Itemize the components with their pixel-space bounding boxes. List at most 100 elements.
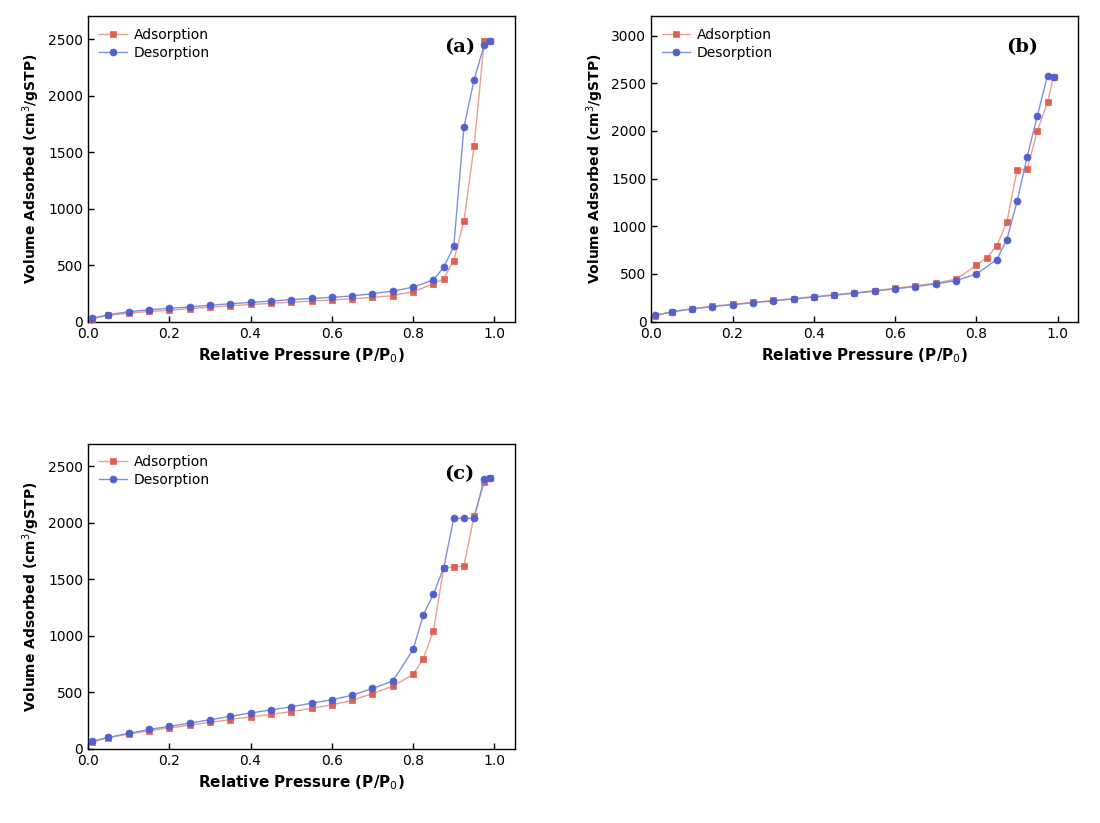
Adsorption <box>285 707 298 717</box>
Adsorption <box>1041 97 1054 107</box>
Y-axis label: Volume Adsorbed (cm$^3$/gSTP): Volume Adsorbed (cm$^3$/gSTP) <box>584 53 606 284</box>
Desorption <box>407 644 420 654</box>
Adsorption <box>990 241 1003 251</box>
Adsorption <box>386 291 399 300</box>
Adsorption <box>448 562 461 572</box>
Adsorption <box>407 286 420 296</box>
Desorption <box>305 294 318 304</box>
Desorption <box>484 36 497 46</box>
Desorption <box>666 307 679 317</box>
Adsorption <box>746 297 759 307</box>
Adsorption <box>366 292 379 302</box>
Desorption <box>868 286 881 296</box>
Desorption <box>86 314 99 323</box>
Desorption <box>142 724 155 734</box>
Desorption <box>163 304 176 314</box>
Desorption <box>101 309 114 319</box>
Adsorption <box>244 300 257 309</box>
Adsorption <box>122 309 135 319</box>
Adsorption <box>1021 164 1034 174</box>
Adsorption <box>1047 72 1060 81</box>
Desorption <box>204 715 217 725</box>
Desorption <box>437 263 450 272</box>
Desorption <box>970 269 983 279</box>
Desorption <box>223 711 236 721</box>
X-axis label: Relative Pressure (P/P$_0$): Relative Pressure (P/P$_0$) <box>198 346 405 365</box>
Adsorption <box>827 290 840 300</box>
Desorption <box>366 289 379 299</box>
Adsorption <box>264 299 277 309</box>
Desorption <box>448 514 461 523</box>
Desorption <box>264 296 277 306</box>
Legend: Adsorption, Desorption: Adsorption, Desorption <box>95 451 214 491</box>
Adsorption <box>142 726 155 736</box>
Desorption <box>786 294 800 304</box>
Desorption <box>437 563 450 573</box>
Adsorption <box>1011 165 1024 175</box>
Adsorption <box>223 714 236 724</box>
Desorption <box>827 291 840 300</box>
Desorption <box>807 292 821 302</box>
Adsorption <box>909 281 922 291</box>
Adsorption <box>980 253 993 263</box>
Desorption <box>326 292 339 302</box>
Adsorption <box>366 689 379 699</box>
Line: Adsorption: Adsorption <box>89 474 494 746</box>
Desorption <box>767 296 780 306</box>
Adsorption <box>484 36 497 46</box>
Adsorption <box>122 729 135 739</box>
Adsorption <box>345 695 359 705</box>
Adsorption <box>458 216 471 226</box>
Adsorption <box>285 297 298 307</box>
Desorption <box>1031 111 1044 121</box>
Desorption <box>264 705 277 715</box>
Desorption <box>726 300 739 309</box>
Desorption <box>649 310 662 320</box>
Adsorption <box>163 723 176 733</box>
Adsorption <box>86 737 99 747</box>
Desorption <box>204 300 217 310</box>
X-axis label: Relative Pressure (P/P$_0$): Relative Pressure (P/P$_0$) <box>761 346 968 365</box>
Adsorption <box>437 274 450 284</box>
Adsorption <box>437 563 450 573</box>
Desorption <box>183 718 196 728</box>
Line: Adsorption: Adsorption <box>89 38 494 323</box>
Adsorption <box>183 304 196 314</box>
Desorption <box>326 695 339 704</box>
Adsorption <box>244 712 257 722</box>
Legend: Adsorption, Desorption: Adsorption, Desorption <box>95 23 214 64</box>
Desorption <box>345 291 359 301</box>
Desorption <box>468 514 481 523</box>
Adsorption <box>163 305 176 315</box>
Adsorption <box>767 295 780 305</box>
Adsorption <box>685 304 698 314</box>
Adsorption <box>484 472 497 482</box>
Adsorption <box>848 288 861 298</box>
Desorption <box>386 286 399 296</box>
Desorption <box>142 305 155 314</box>
Desorption <box>285 295 298 305</box>
Adsorption <box>417 653 430 663</box>
Adsorption <box>305 296 318 306</box>
Adsorption <box>705 301 718 311</box>
Desorption <box>122 728 135 738</box>
Adsorption <box>223 301 236 311</box>
Adsorption <box>726 300 739 309</box>
Adsorption <box>427 279 440 289</box>
Line: Adsorption: Adsorption <box>652 73 1057 319</box>
Line: Desorption: Desorption <box>652 72 1057 319</box>
Desorption <box>305 698 318 708</box>
Desorption <box>909 281 922 291</box>
Text: (a): (a) <box>443 38 475 56</box>
Desorption <box>427 275 440 285</box>
Desorption <box>407 282 420 292</box>
Adsorption <box>666 307 679 317</box>
Adsorption <box>649 311 662 321</box>
Desorption <box>244 708 257 718</box>
Adsorption <box>427 625 440 635</box>
Desorption <box>1041 71 1054 81</box>
Desorption <box>427 589 440 599</box>
Desorption <box>417 610 430 620</box>
Adsorption <box>1031 126 1044 136</box>
Adsorption <box>868 286 881 295</box>
